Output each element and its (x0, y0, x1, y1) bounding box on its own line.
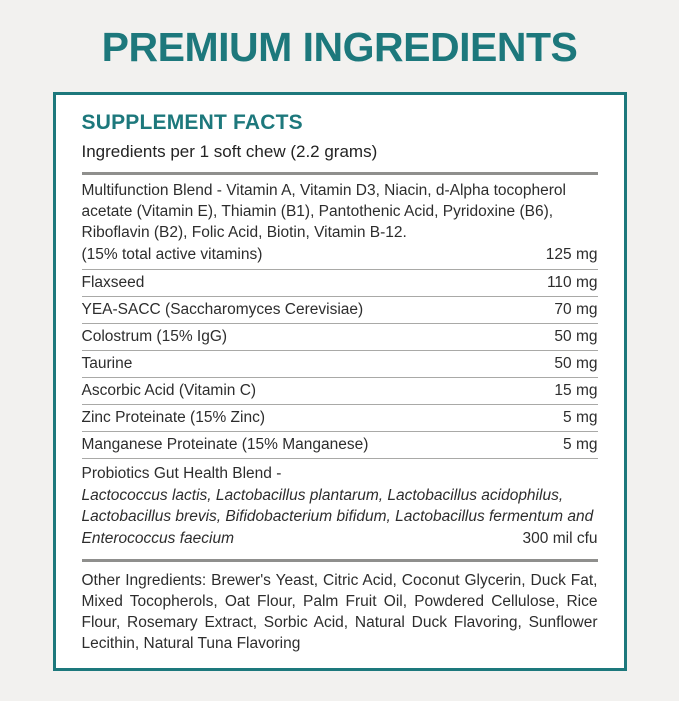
ingredient-row-yea-sacc: YEA-SACC (Saccharomyces Cerevisiae) 70 m… (81, 296, 598, 323)
supplement-facts-panel: SUPPLEMENT FACTS Ingredients per 1 soft … (52, 92, 627, 671)
ingredient-amount: 50 mg (554, 355, 598, 372)
ingredient-name: Ascorbic Acid (Vitamin C) (81, 382, 257, 399)
ingredient-amount: 15 mg (554, 382, 598, 399)
ingredient-name: YEA-SACC (Saccharomyces Cerevisiae) (81, 301, 364, 318)
multifunction-blend-amount: 125 mg (545, 246, 598, 263)
ingredient-row-colostrum: Colostrum (15% IgG) 50 mg (81, 323, 598, 350)
probiotics-blend-title: Probiotics Gut Health Blend - (81, 465, 282, 482)
ingredient-row-ascorbic-acid: Ascorbic Acid (Vitamin C) 15 mg (81, 377, 598, 404)
ingredient-amount: 50 mg (554, 328, 598, 345)
probiotics-blend-row: Probiotics Gut Health Blend - Lactococcu… (81, 458, 598, 551)
header-divider (81, 172, 598, 175)
ingredient-name: Colostrum (15% IgG) (81, 328, 228, 345)
ingredient-name: Zinc Proteinate (15% Zinc) (81, 409, 266, 426)
probiotics-species-list: Lactococcus lactis, Lactobacillus planta… (81, 486, 594, 547)
probiotics-blend-amount: 300 mil cfu (522, 529, 598, 547)
multifunction-blend-note: (15% total active vitamins) (81, 246, 263, 263)
multifunction-blend-amount-line: (15% total active vitamins) 125 mg (82, 243, 598, 266)
serving-size-line: Ingredients per 1 soft chew (2.2 grams) (81, 142, 378, 161)
ingredient-name: Manganese Proteinate (15% Manganese) (81, 436, 369, 453)
multifunction-blend-row: Multifunction Blend - Vitamin A, Vitamin… (82, 175, 598, 269)
ingredient-amount: 5 mg (563, 436, 598, 453)
ingredient-row-manganese-proteinate: Manganese Proteinate (15% Manganese) 5 m… (81, 431, 598, 458)
other-ingredients-text: Other Ingredients: Brewer's Yeast, Citri… (81, 572, 598, 652)
supplement-facts-heading: SUPPLEMENT FACTS (81, 111, 303, 134)
label-page: PREMIUM INGREDIENTS SUPPLEMENT FACTS Ing… (0, 22, 679, 671)
multifunction-blend-description: Multifunction Blend - Vitamin A, Vitamin… (81, 182, 566, 241)
ingredient-amount: 5 mg (563, 409, 598, 426)
probiotics-species-line: Lactococcus lactis, Lactobacillus planta… (82, 485, 598, 550)
ingredient-amount: 70 mg (554, 301, 598, 318)
ingredient-row-taurine: Taurine 50 mg (81, 350, 598, 377)
ingredient-row-zinc-proteinate: Zinc Proteinate (15% Zinc) 5 mg (81, 404, 598, 431)
other-ingredients-divider (81, 559, 598, 562)
ingredient-name: Taurine (81, 355, 133, 372)
page-title: PREMIUM INGREDIENTS (101, 24, 578, 70)
ingredient-row-flaxseed: Flaxseed 110 mg (81, 269, 598, 296)
ingredient-amount: 110 mg (546, 274, 598, 291)
ingredient-name: Flaxseed (81, 274, 145, 291)
